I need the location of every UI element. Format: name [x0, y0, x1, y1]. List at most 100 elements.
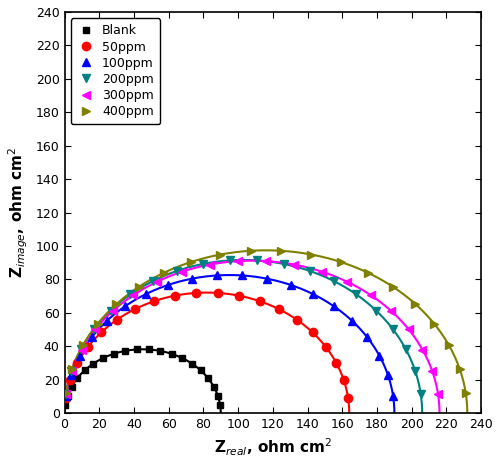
300ppm	[318, 269, 324, 274]
50ppm	[236, 293, 242, 299]
300ppm	[420, 347, 426, 352]
50ppm	[67, 378, 73, 383]
400ppm	[114, 301, 119, 307]
100ppm	[142, 292, 148, 297]
Blank	[90, 361, 96, 366]
50ppm	[341, 378, 347, 383]
100ppm	[104, 318, 110, 324]
300ppm	[154, 279, 160, 285]
300ppm	[92, 326, 98, 332]
400ppm	[70, 366, 75, 372]
300ppm	[368, 292, 374, 298]
400ppm	[431, 321, 437, 326]
300ppm	[388, 308, 394, 314]
400ppm	[365, 270, 371, 276]
300ppm	[180, 269, 186, 274]
100ppm	[330, 303, 336, 309]
Blank	[82, 368, 87, 373]
100ppm	[376, 353, 382, 359]
100ppm	[310, 292, 316, 297]
400ppm	[160, 270, 166, 276]
200ppm	[373, 308, 379, 313]
300ppm	[435, 392, 441, 397]
400ppm	[308, 252, 314, 257]
50ppm	[294, 317, 300, 323]
50ppm	[276, 306, 282, 312]
200ppm	[390, 326, 396, 332]
100ppm	[288, 282, 294, 288]
Blank	[180, 355, 186, 361]
Blank	[205, 375, 211, 381]
Blank	[158, 348, 164, 354]
50ppm	[114, 317, 120, 323]
100ppm	[214, 272, 220, 278]
200ppm	[227, 258, 233, 263]
50ppm	[151, 299, 157, 304]
50ppm	[334, 360, 340, 366]
300ppm	[292, 262, 298, 267]
300ppm	[68, 369, 74, 374]
300ppm	[406, 326, 411, 332]
100ppm	[68, 372, 74, 378]
300ppm	[63, 392, 69, 397]
Blank	[189, 361, 195, 366]
Blank	[64, 393, 70, 399]
300ppm	[344, 279, 350, 285]
Blank	[215, 393, 221, 399]
100ppm	[239, 272, 245, 278]
400ppm	[136, 284, 141, 290]
Line: 50ppm: 50ppm	[62, 289, 352, 402]
200ppm	[306, 268, 312, 274]
Line: Blank: Blank	[62, 346, 224, 409]
400ppm	[63, 390, 69, 396]
100ppm	[76, 353, 82, 359]
Blank	[122, 348, 128, 354]
400ppm	[390, 284, 396, 290]
400ppm	[218, 252, 224, 257]
100ppm	[189, 276, 195, 281]
Blank	[68, 384, 74, 389]
50ppm	[256, 299, 262, 304]
200ppm	[91, 326, 97, 332]
50ppm	[214, 290, 220, 296]
200ppm	[78, 346, 84, 352]
300ppm	[264, 258, 270, 264]
100ppm	[63, 393, 69, 399]
300ppm	[110, 308, 116, 314]
Blank	[62, 402, 68, 408]
300ppm	[235, 258, 241, 264]
X-axis label: Z$_{real}$, ohm cm$^2$: Z$_{real}$, ohm cm$^2$	[214, 437, 332, 458]
400ppm	[446, 343, 452, 348]
100ppm	[390, 393, 396, 399]
100ppm	[264, 276, 270, 281]
Blank	[168, 351, 174, 357]
400ppm	[412, 301, 418, 307]
400ppm	[338, 259, 344, 265]
Y-axis label: Z$_{image}$, ohm cm$^2$: Z$_{image}$, ohm cm$^2$	[7, 147, 30, 278]
Line: 400ppm: 400ppm	[62, 246, 470, 397]
200ppm	[331, 279, 337, 284]
200ppm	[174, 268, 180, 274]
200ppm	[254, 258, 260, 263]
Line: 200ppm: 200ppm	[62, 256, 425, 398]
300ppm	[206, 262, 212, 267]
Blank	[198, 368, 203, 373]
50ppm	[345, 395, 351, 401]
300ppm	[130, 292, 136, 298]
200ppm	[150, 279, 156, 284]
50ppm	[85, 344, 91, 350]
200ppm	[68, 368, 74, 374]
400ppm	[278, 248, 284, 253]
Blank	[74, 375, 80, 381]
400ppm	[94, 321, 100, 326]
100ppm	[349, 318, 355, 324]
200ppm	[418, 391, 424, 397]
50ppm	[310, 330, 316, 335]
200ppm	[200, 261, 206, 267]
100ppm	[364, 334, 370, 340]
Blank	[100, 355, 106, 361]
400ppm	[80, 343, 86, 348]
50ppm	[193, 290, 199, 296]
200ppm	[63, 391, 69, 397]
400ppm	[456, 366, 462, 372]
